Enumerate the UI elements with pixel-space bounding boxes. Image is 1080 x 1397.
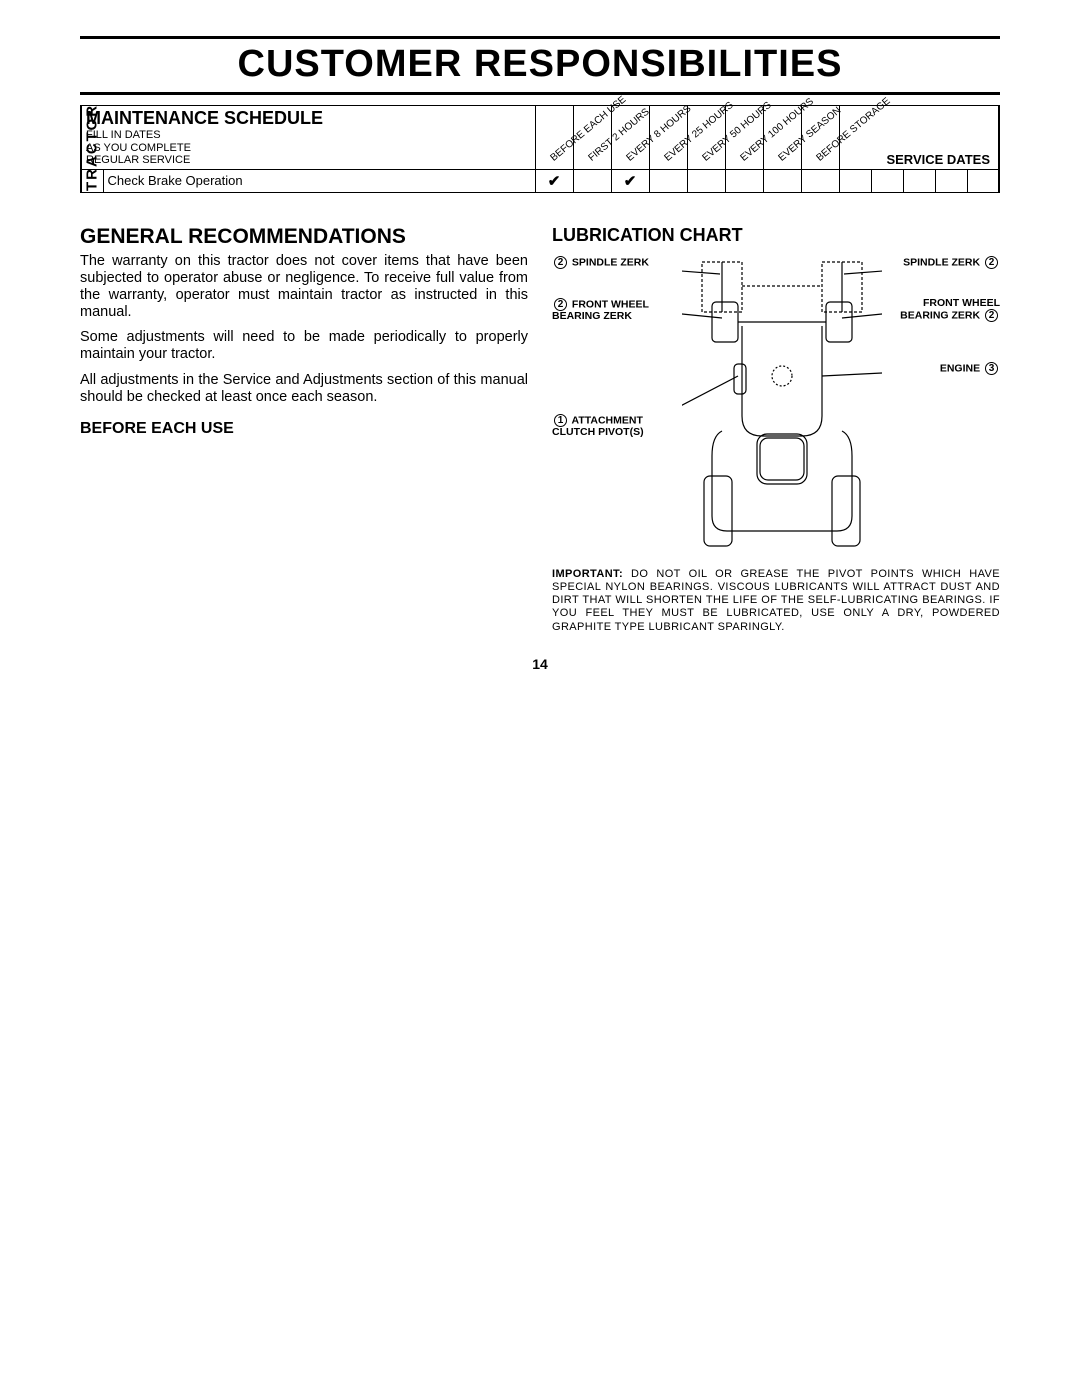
service-date-cell xyxy=(935,169,967,192)
lubrication-chart: LUBRICATION CHART xyxy=(552,225,1000,642)
interval-header: BEFORE STORAGE xyxy=(801,106,839,170)
schedule-header-left: MAINTENANCE SCHEDULEFILL IN DATESAS YOU … xyxy=(81,106,535,170)
lube-label-attachment: 1 ATTACHMENT CLUTCH PIVOT(S) xyxy=(552,414,646,439)
general-p3: All adjustments in the Service and Adjus… xyxy=(80,372,528,406)
general-heading: GENERAL RECOMMENDATIONS xyxy=(80,225,528,249)
task-cell: Check Brake Operation xyxy=(103,169,535,192)
lube-label-frontwheel-left: 2 FRONT WHEEL BEARING ZERK xyxy=(552,298,652,323)
check-cell xyxy=(801,169,839,192)
lube-label-engine: ENGINE 3 xyxy=(940,362,1000,375)
interval-header: BEFORE EACH USE xyxy=(535,106,573,170)
check-cell xyxy=(687,169,725,192)
service-date-cell xyxy=(871,169,903,192)
general-recommendations: GENERAL RECOMMENDATIONS The warranty on … xyxy=(80,225,528,642)
general-p2: Some adjustments will need to be made pe… xyxy=(80,329,528,363)
lube-label-spindle-right: SPINDLE ZERK 2 xyxy=(903,256,1000,269)
service-date-cell xyxy=(967,169,999,192)
interval-header: EVERY SEASON xyxy=(763,106,801,170)
check-cell xyxy=(649,169,687,192)
interval-header: EVERY 8 HOURS xyxy=(611,106,649,170)
page-title: CUSTOMER RESPONSIBILITIES xyxy=(80,43,1000,86)
check-cell xyxy=(763,169,801,192)
before-each-use-heading: BEFORE EACH USE xyxy=(80,420,528,438)
tractor-icon xyxy=(682,256,882,556)
page-number: 14 xyxy=(80,656,1000,672)
lube-label-spindle-left: 2 SPINDLE ZERK xyxy=(552,256,649,269)
top-rule xyxy=(80,36,1000,39)
maintenance-schedule: MAINTENANCE SCHEDULEFILL IN DATESAS YOU … xyxy=(80,105,1000,193)
group-label: TRACTOR xyxy=(81,169,103,192)
lube-heading: LUBRICATION CHART xyxy=(552,225,1000,246)
interval-header: EVERY 25 HOURS xyxy=(649,106,687,170)
general-p1: The warranty on this tractor does not co… xyxy=(80,253,528,321)
check-cell xyxy=(573,169,611,192)
title-rule xyxy=(80,92,1000,95)
lube-label-frontwheel-right: FRONT WHEEL BEARING ZERK 2 xyxy=(900,298,1000,323)
schedule-table: MAINTENANCE SCHEDULEFILL IN DATESAS YOU … xyxy=(80,105,1000,193)
interval-header: EVERY 100 HOURS xyxy=(725,106,763,170)
service-date-cell xyxy=(839,169,871,192)
check-cell: ✔ xyxy=(535,169,573,192)
check-cell: ✔ xyxy=(611,169,649,192)
interval-header: FIRST 2 HOURS xyxy=(573,106,611,170)
service-date-cell xyxy=(903,169,935,192)
lube-important: IMPORTANT: DO NOT OIL OR GREASE THE PIVO… xyxy=(552,568,1000,634)
check-cell xyxy=(725,169,763,192)
lube-diagram: 2 SPINDLE ZERK SPINDLE ZERK 2 2 FRONT WH… xyxy=(552,250,1000,560)
interval-header: EVERY 50 HOURS xyxy=(687,106,725,170)
